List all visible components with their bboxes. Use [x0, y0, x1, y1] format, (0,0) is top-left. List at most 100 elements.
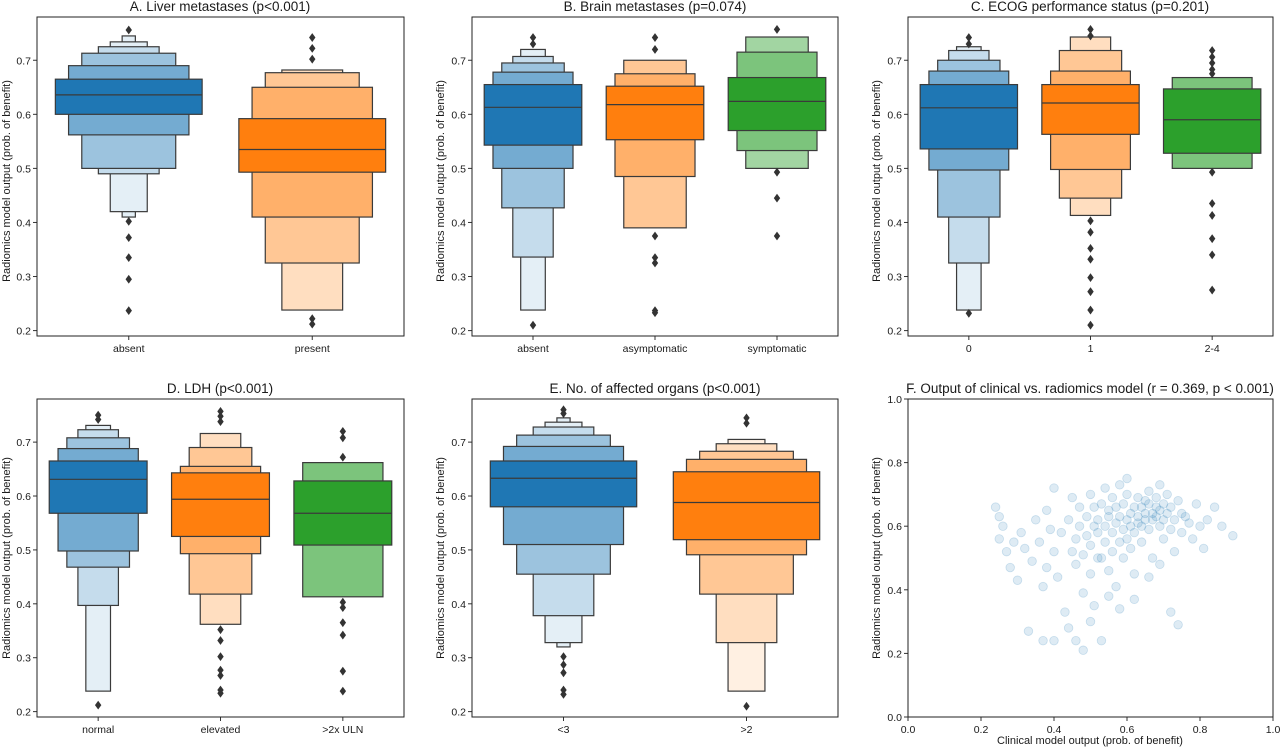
x-tick-label: 0.0 — [901, 724, 916, 736]
outlier-point — [339, 452, 347, 462]
scatter-point — [1136, 537, 1147, 547]
scatter-point — [1085, 569, 1096, 579]
boxen-level — [170, 472, 271, 538]
outlier-point — [1208, 285, 1216, 295]
boxen-level — [605, 85, 705, 141]
scatter-point — [1169, 515, 1180, 525]
panel-f-ylabel: Radiomics model output (prob. of benefit… — [871, 457, 883, 659]
scatter-point — [1093, 553, 1103, 563]
scatter-point — [1049, 546, 1059, 557]
outlier-point — [1087, 320, 1094, 330]
scatter-point — [1187, 534, 1198, 544]
scatter-point — [1125, 521, 1136, 531]
scatter-point — [1162, 489, 1172, 500]
panel-d: D. LDH (p<0.001) Radiomics model output … — [1, 381, 405, 736]
scatter-point — [1122, 534, 1132, 544]
y-tick-label: 0.2 — [451, 326, 466, 338]
scatter-point — [1107, 546, 1118, 557]
scatter-point — [1027, 556, 1037, 566]
outlier-point — [1087, 254, 1094, 264]
y-tick-label: 0.7 — [16, 437, 31, 449]
outlier-point — [217, 688, 224, 698]
scatter-point — [990, 502, 1001, 512]
scatter-point — [1067, 492, 1077, 503]
outlier-point — [560, 660, 567, 670]
outlier-point — [1208, 69, 1216, 79]
scatter-point — [1056, 527, 1067, 538]
outlier-point — [1087, 31, 1094, 41]
outlier-point — [529, 320, 537, 330]
outlier-point — [743, 418, 750, 428]
outlier-point — [339, 618, 347, 628]
scatter-point — [1100, 483, 1110, 493]
y-tick-label: 0.3 — [451, 653, 466, 665]
scatter-point — [1158, 515, 1169, 525]
outlier-point — [309, 54, 316, 64]
scatter-point — [1063, 515, 1074, 525]
scatter-point — [1118, 553, 1129, 563]
x-tick-label: 0.4 — [1047, 724, 1062, 736]
outlier-point — [309, 314, 316, 324]
scatter-point — [1093, 527, 1103, 538]
y-tick-label: 0.5 — [887, 163, 902, 175]
y-tick-label: 0.0 — [887, 712, 902, 724]
x-tick-label: 0.8 — [1193, 724, 1208, 736]
outlier-point — [125, 274, 132, 284]
scatter-point — [1144, 572, 1154, 582]
scatter-point — [1096, 553, 1107, 563]
outlier-point — [339, 597, 347, 607]
scatter-point — [1100, 521, 1110, 531]
y-tick-label: 0.4 — [16, 599, 31, 611]
scatter-point — [1122, 489, 1132, 500]
panel-f-title: F. Output of clinical vs. radiomics mode… — [906, 381, 1274, 396]
panel-c-ylabel: Radiomics model output (prob. of benefit… — [871, 80, 883, 282]
panel-c: C. ECOG performance status (p=0.201) Rad… — [871, 0, 1274, 355]
scatter-point — [1001, 546, 1012, 557]
scatter-point — [1111, 518, 1121, 528]
outlier-point — [1208, 46, 1216, 55]
x-tick-label: 2-4 — [1205, 343, 1220, 355]
y-tick-label: 0.5 — [16, 163, 31, 175]
y-tick-label: 0.2 — [887, 326, 902, 338]
scatter-point — [1202, 515, 1213, 525]
outlier-point — [1208, 199, 1216, 208]
y-tick-label: 0.7 — [451, 55, 466, 67]
outlier-point — [339, 630, 347, 640]
outlier-point — [125, 216, 132, 226]
scatter-point — [1166, 607, 1176, 617]
outlier-point — [651, 33, 659, 42]
x-tick-label: absent — [113, 343, 145, 355]
boxen-level — [54, 78, 203, 115]
boxen-level — [1162, 88, 1262, 154]
scatter-point — [1144, 524, 1154, 535]
scatter-point — [1209, 502, 1220, 512]
outlier-point — [217, 411, 224, 421]
y-tick-label: 0.8 — [887, 458, 902, 470]
scatter-point — [1173, 620, 1183, 630]
outlier-point — [1087, 227, 1094, 237]
y-tick-label: 0.2 — [451, 707, 466, 719]
outlier-point — [651, 308, 659, 318]
outlier-point — [1208, 250, 1216, 260]
scatter-point — [1074, 502, 1085, 512]
scatter-point — [1031, 515, 1041, 525]
x-tick-label: absent — [517, 343, 549, 355]
y-tick-label: 0.7 — [887, 55, 902, 67]
scatter-point — [1096, 499, 1107, 509]
outlier-point — [560, 652, 567, 662]
scatter-point — [1158, 499, 1169, 509]
boxen-level — [489, 460, 638, 508]
scatter-point — [1085, 540, 1096, 550]
boxen-level — [483, 83, 583, 146]
outlier-point — [1087, 305, 1094, 315]
boxen-level — [1041, 83, 1140, 135]
outlier-point — [965, 308, 973, 318]
panel-a-plot: absent present 0.2 0.3 0.4 0.5 0.6 0.7 — [16, 16, 405, 355]
scatter-point — [1089, 502, 1099, 512]
outlier-point — [125, 25, 132, 35]
scatter-point — [1155, 559, 1165, 570]
panel-b-plot: absent asymptomatic symptomatic 0.2 0.3 0.4 0.… — [451, 16, 839, 355]
outlier-point — [773, 25, 781, 34]
panel-a-title: A. Liver metastases (p<0.001) — [130, 0, 310, 14]
scatter-point — [1169, 546, 1180, 557]
